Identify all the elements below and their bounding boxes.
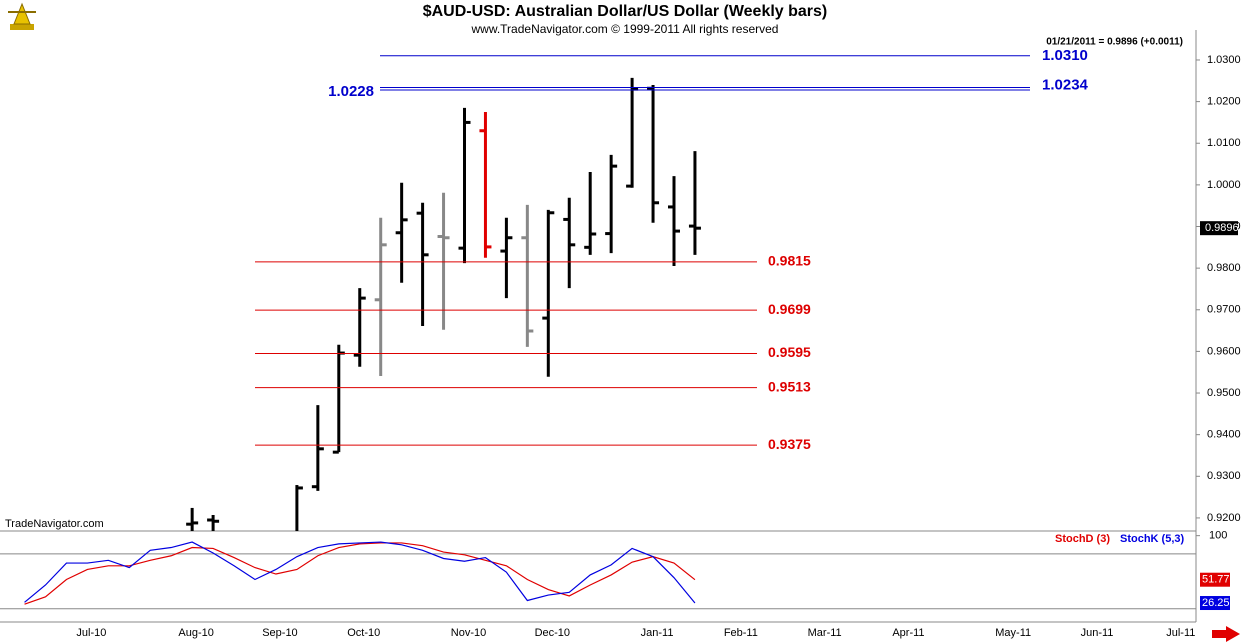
legend-entry: StochD (3) xyxy=(1055,533,1110,545)
x-tick-label: Jun-11 xyxy=(1081,627,1114,639)
logo-icon xyxy=(8,2,36,30)
last-value-box xyxy=(1200,572,1230,587)
x-tick-label: Oct-10 xyxy=(347,627,380,639)
x-tick-label: Sep-10 xyxy=(262,627,297,639)
x-tick-label: Mar-11 xyxy=(808,627,842,639)
y-tick-label: 100 xyxy=(1209,530,1227,542)
x-tick-label: Jan-11 xyxy=(641,627,674,639)
plot-area xyxy=(186,77,701,531)
x-tick-label: Nov-10 xyxy=(451,627,486,639)
y-tick-label: 0.9500 xyxy=(1207,387,1241,399)
scroll-arrow[interactable] xyxy=(1212,626,1240,642)
y-tick-label: 0.9700 xyxy=(1207,304,1241,316)
support-label: 0.9815 xyxy=(768,253,811,269)
y-tick-label: 0.9200 xyxy=(1207,512,1241,524)
stoch-line xyxy=(24,541,696,604)
y-tick-label: 1.0300 xyxy=(1207,54,1241,66)
y-tick-label: 1.0000 xyxy=(1207,179,1241,191)
resistance-label: 1.0228 xyxy=(328,83,374,100)
y-tick-label: 0.9800 xyxy=(1207,262,1241,274)
last-value-box xyxy=(1200,596,1230,611)
header-note: 01/21/2011 = 0.9896 (+0.0011) xyxy=(1046,37,1183,48)
chart-subtitle: www.TradeNavigator.com © 1999-2011 All r… xyxy=(471,22,779,36)
support-label: 0.9375 xyxy=(768,436,811,452)
last-value-label: 0.9896 xyxy=(1205,222,1239,234)
y-tick-label: 1.0200 xyxy=(1207,96,1241,108)
support-label: 0.9595 xyxy=(768,344,811,360)
y-tick-label: 0.9400 xyxy=(1207,429,1241,441)
chart-title: $AUD-USD: Australian Dollar/US Dollar (W… xyxy=(423,3,828,20)
resistance-label: 1.0234 xyxy=(1042,76,1089,93)
support-label: 0.9699 xyxy=(768,301,811,317)
x-tick-label: Jul-10 xyxy=(76,627,106,639)
x-tick-label: May-11 xyxy=(995,627,1031,639)
x-tick-label: Feb-11 xyxy=(724,627,758,639)
y-tick-label: 0.9300 xyxy=(1207,470,1241,482)
last-value-box xyxy=(1200,221,1238,236)
legend-entry: StochK (5,3) xyxy=(1120,533,1185,545)
x-tick-label: Jul-11 xyxy=(1166,627,1195,639)
last-value-label: 26.25 xyxy=(1202,597,1230,609)
y-tick-label: 1.0100 xyxy=(1207,137,1241,149)
resistance-label: 1.0310 xyxy=(1042,47,1088,64)
x-tick-label: Apr-11 xyxy=(892,627,924,639)
stoch-line xyxy=(24,542,696,605)
watermark: TradeNavigator.com xyxy=(5,518,104,530)
y-tick-label: 0.9600 xyxy=(1207,345,1241,357)
support-label: 0.9513 xyxy=(768,378,811,394)
last-value-label: 51.77 xyxy=(1202,574,1230,586)
x-tick-label: Aug-10 xyxy=(178,627,213,639)
x-tick-label: Dec-10 xyxy=(535,627,570,639)
